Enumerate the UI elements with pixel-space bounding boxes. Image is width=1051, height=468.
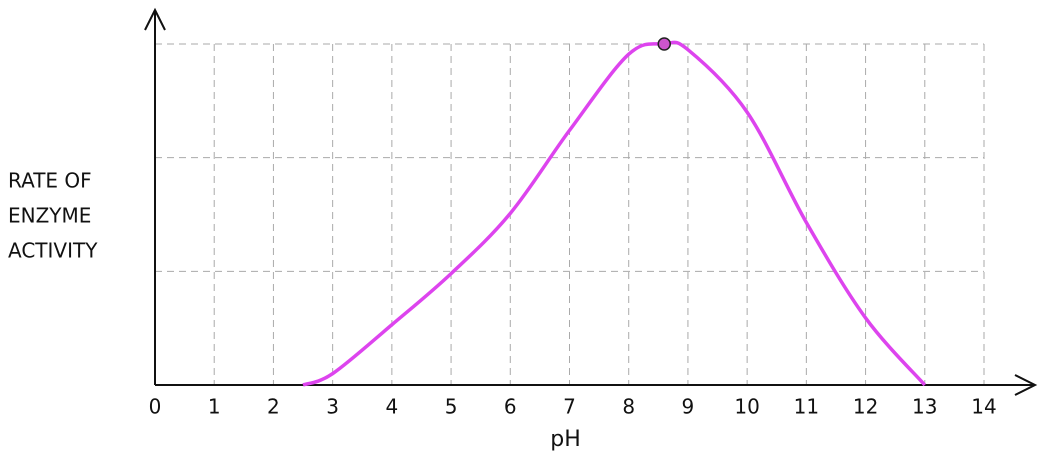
x-tick-label: 4 [385,395,398,419]
x-tick-label: 10 [734,395,759,419]
x-tick-label: 12 [853,395,878,419]
peak-marker [657,37,671,51]
y-axis-label: RATE OF [8,169,92,193]
x-tick-label: 6 [504,395,517,419]
data-line [302,40,927,387]
x-tick-label: 0 [149,395,162,419]
y-axis-label: ENZYME [8,204,91,228]
x-tick-label: 5 [445,395,458,419]
x-tick-label: 7 [563,395,576,419]
x-tick-label: 14 [971,395,996,419]
y-axis-label: ACTIVITY [8,239,98,263]
x-tick-label: 1 [208,395,221,419]
x-tick-label: 8 [622,395,635,419]
x-axis [155,374,1038,396]
x-axis-label: pH [550,427,581,452]
x-tick-label: 13 [912,395,937,419]
x-tick-label: 3 [326,395,339,419]
x-tick-label: 2 [267,395,280,419]
y-axis [144,7,166,385]
x-tick-label: 9 [682,395,695,419]
x-tick-label: 11 [794,395,819,419]
